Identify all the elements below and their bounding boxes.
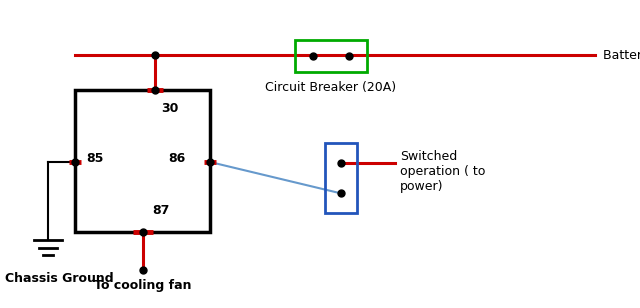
Bar (295, 40, 367, 72)
Text: Chassis Ground: Chassis Ground (5, 271, 114, 285)
Text: 85: 85 (86, 152, 104, 165)
Text: Battery power: Battery power (603, 48, 640, 62)
Text: 86: 86 (168, 152, 186, 165)
Text: Switched
operation ( to
power): Switched operation ( to power) (400, 150, 485, 193)
Text: To cooling fan: To cooling fan (94, 278, 192, 291)
Bar (75, 90, 210, 232)
Bar (325, 143, 357, 213)
Text: 87: 87 (152, 204, 170, 217)
Text: 30: 30 (161, 102, 179, 115)
Text: Circuit Breaker (20A): Circuit Breaker (20A) (266, 81, 397, 94)
